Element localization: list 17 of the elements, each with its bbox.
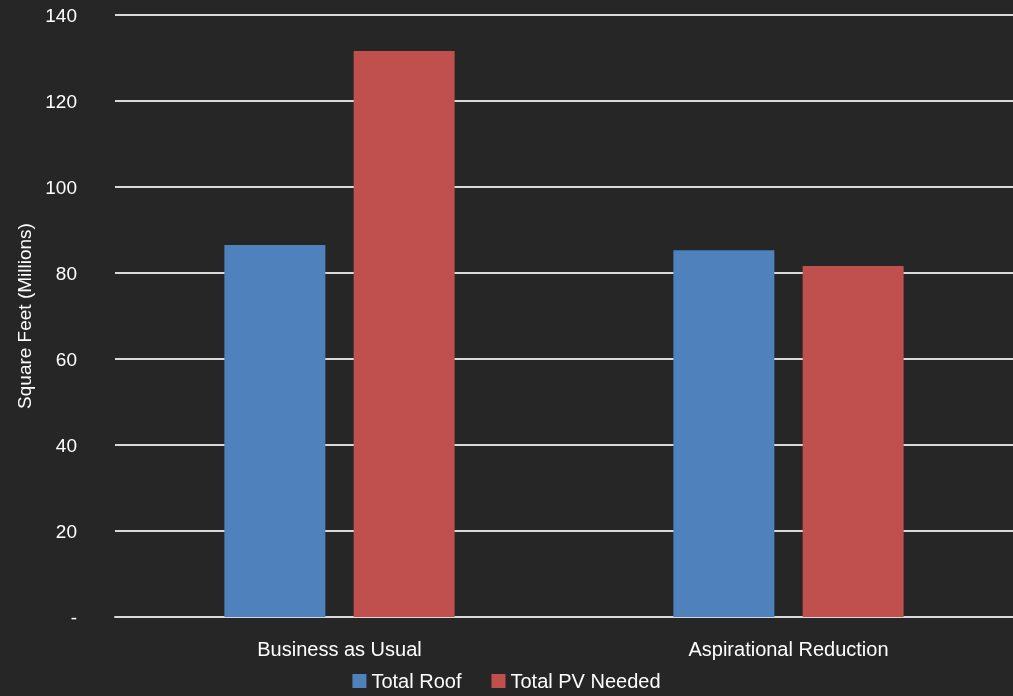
bar (673, 250, 775, 617)
y-tick-label: 100 (45, 176, 77, 198)
y-tick-label: 60 (55, 348, 77, 370)
y-tick-label: 40 (55, 434, 77, 456)
x-tick-label: Business as Usual (257, 638, 422, 660)
x-tick-label: Aspirational Reduction (688, 638, 889, 660)
bar (802, 266, 904, 617)
bar (224, 245, 326, 617)
y-axis-title: Square Feet (Millions) (14, 223, 36, 409)
legend-label: Total PV Needed (510, 670, 661, 692)
y-tick-label: 140 (45, 4, 77, 26)
y-tick-label: - (70, 606, 77, 628)
legend-label: Total Roof (371, 670, 462, 692)
bar (353, 51, 455, 617)
y-tick-label: 80 (55, 262, 77, 284)
y-tick-label: 120 (45, 90, 77, 112)
y-tick-label: 20 (55, 520, 77, 542)
